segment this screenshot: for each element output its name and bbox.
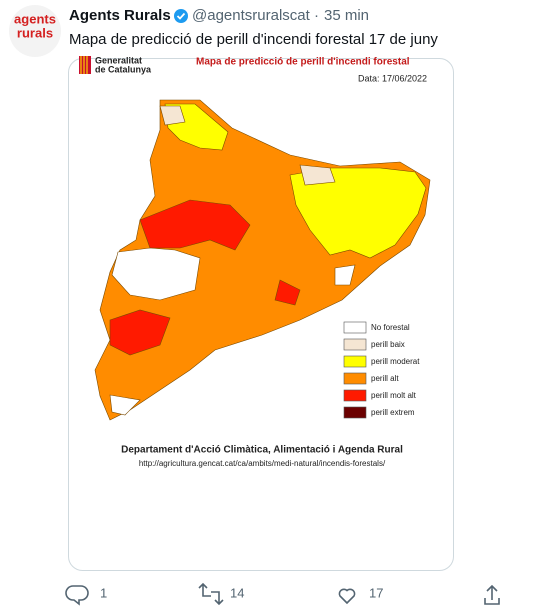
- map-region: [274, 279, 301, 306]
- map-region: [289, 167, 427, 259]
- author-name[interactable]: Agents Rurals: [69, 7, 171, 24]
- legend-label: perill extrem: [371, 408, 415, 417]
- like-count: 17: [369, 585, 383, 600]
- logo-mark: [79, 56, 91, 74]
- map-footer: Departament d'Acció Climàtica, Alimentac…: [121, 445, 403, 456]
- map-url: http://agricultura.gencat.cat/ca/ambits/…: [139, 459, 386, 468]
- logo-text: de Catalunya: [95, 64, 152, 74]
- legend-label: perill moderat: [371, 357, 420, 366]
- legend-swatch: [343, 355, 367, 368]
- map-title: Mapa de predicció de perill d'incendi fo…: [196, 57, 410, 68]
- map: [94, 99, 431, 421]
- avatar-text: rurals: [17, 25, 53, 40]
- retweet-count: 14: [230, 585, 244, 600]
- map-region: [109, 394, 141, 416]
- separator: ·: [314, 7, 319, 24]
- avatar-text: agents: [14, 11, 56, 26]
- legend-label: perill molt alt: [371, 391, 417, 400]
- timestamp[interactable]: 35 min: [324, 7, 369, 24]
- share-icon[interactable]: [484, 584, 500, 605]
- reply-count: 1: [100, 585, 107, 600]
- reply-icon[interactable]: [65, 585, 89, 606]
- legend-label: perill alt: [371, 374, 399, 383]
- legend-label: perill baix: [371, 340, 405, 349]
- verified-badge: [174, 9, 188, 23]
- legend-swatch: [343, 338, 367, 351]
- legend-swatch: [343, 389, 367, 402]
- like-icon[interactable]: [338, 588, 356, 605]
- map-date: Data: 17/06/2022: [358, 73, 427, 83]
- map-region: [299, 164, 336, 186]
- logo-stripes: [80, 56, 88, 74]
- tweet-text: Mapa de predicció de perill d'incendi fo…: [69, 31, 438, 48]
- legend: No forestal perill baix perill moderat p…: [343, 321, 420, 419]
- map-region: [139, 199, 251, 251]
- map-region: [109, 309, 171, 356]
- legend-swatch: [343, 372, 367, 385]
- map-region: [111, 247, 201, 301]
- legend-label: No forestal: [371, 323, 410, 332]
- verified-check: [176, 12, 186, 20]
- retweet-icon[interactable]: [198, 582, 224, 606]
- legend-swatch: [343, 321, 367, 334]
- legend-swatch: [343, 406, 367, 419]
- map-region: [159, 105, 186, 126]
- logo-text: Generalitat: [95, 55, 142, 65]
- avatar[interactable]: [9, 5, 61, 57]
- author-handle[interactable]: @agentsruralscat: [192, 7, 311, 24]
- map-region: [334, 264, 356, 286]
